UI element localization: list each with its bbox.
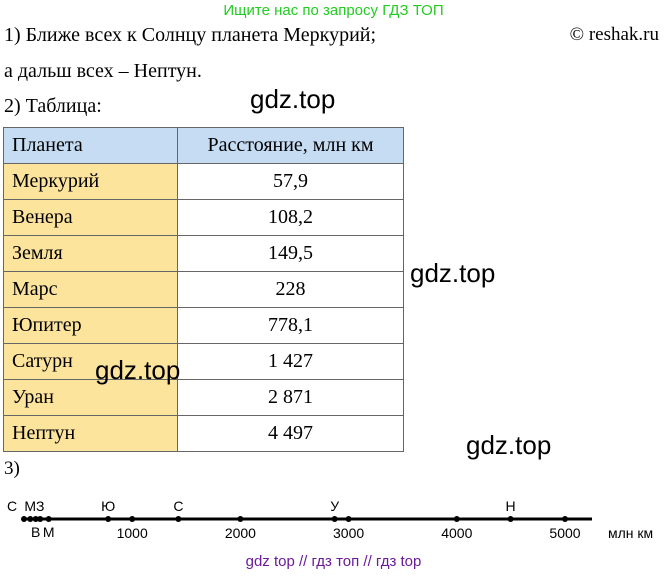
planet-point-label: Ю — [101, 498, 115, 514]
planet-name: Меркурий — [3, 163, 178, 200]
tick-mark — [453, 516, 460, 522]
planet-point — [27, 516, 34, 522]
planet-point — [507, 516, 514, 522]
planet-point-label: С — [173, 498, 183, 514]
tick-label: 4000 — [441, 525, 472, 541]
table-row: Меркурий 57,9 — [3, 163, 404, 200]
planet-name: Юпитер — [3, 307, 178, 344]
planet-distance: 57,9 — [177, 163, 404, 200]
table-row: Сатурн 1 427 — [3, 343, 404, 380]
answer-1-line-2: а дальш всех – Нептун. — [4, 60, 202, 82]
table-header-row: Планета Расстояние, млн км — [3, 127, 404, 164]
planet-point — [32, 516, 39, 522]
tick-label: 5000 — [549, 525, 580, 541]
planet-point-label: С — [7, 498, 17, 514]
planet-distance: 228 — [177, 271, 404, 308]
planet-point — [37, 516, 44, 522]
table-row: Венера 108,2 — [3, 199, 404, 236]
watermark: gdz.top — [95, 355, 181, 385]
planet-distance: 149,5 — [177, 235, 404, 272]
planet-distance: 4 497 — [177, 415, 404, 452]
watermark: gdz.top — [410, 258, 496, 288]
table-row: Юпитер 778,1 — [3, 307, 404, 344]
planet-point — [105, 516, 112, 522]
planet-distance: 778,1 — [177, 307, 404, 344]
planet-point — [21, 516, 27, 522]
tick-mark — [237, 516, 244, 522]
planet-distance: 108,2 — [177, 199, 404, 236]
header-planet: Планета — [3, 127, 178, 164]
copyright-text: © reshak.ru — [569, 24, 659, 45]
planet-point-label: У — [330, 498, 339, 514]
footer-text: gdz top // гдз топ // гдз top — [245, 553, 422, 570]
number-line-unit: млн км — [608, 525, 653, 541]
planet-distance: 2 871 — [177, 379, 404, 416]
planet-distance: 1 427 — [177, 343, 404, 380]
table-row: Уран 2 871 — [3, 379, 404, 416]
answer-2-label: 2) Таблица: — [4, 95, 102, 117]
tick-label: 1000 — [117, 525, 148, 541]
tick-mark — [562, 516, 568, 522]
watermark: gdz.top — [466, 430, 552, 460]
planet-point-label: Н — [506, 498, 516, 514]
planet-name: Нептун — [3, 415, 178, 452]
tick-label: 2000 — [225, 525, 256, 541]
tick-mark — [345, 516, 352, 522]
header-distance: Расстояние, млн км — [177, 127, 404, 164]
planet-name: Сатурн — [3, 343, 178, 380]
planet-point-label: М — [24, 498, 36, 514]
planet-point-label: В — [31, 524, 40, 540]
tick-label: 3000 — [333, 525, 364, 541]
planet-point-label: З — [36, 498, 44, 514]
top-banner: Ищите нас по запросу ГДЗ ТОП — [223, 2, 444, 19]
table-row: Земля 149,5 — [3, 235, 404, 272]
planets-table: Планета Расстояние, млн км Меркурий 57,9 … — [3, 127, 404, 452]
planet-point-label: М — [43, 524, 55, 540]
table-row: Нептун 4 497 — [3, 415, 404, 452]
planet-name: Марс — [3, 271, 178, 308]
tick-mark — [129, 516, 136, 522]
planet-point — [45, 516, 52, 522]
answer-3-label: 3) — [4, 458, 20, 479]
answer-1-line-1: 1) Ближе всех к Солнцу планета Меркурий; — [4, 24, 377, 46]
watermark: gdz.top — [250, 84, 336, 114]
planet-point — [175, 516, 182, 522]
planet-name: Венера — [3, 199, 178, 236]
planet-name: Земля — [3, 235, 178, 272]
planet-point — [331, 516, 338, 522]
table-row: Марс 228 — [3, 271, 404, 308]
